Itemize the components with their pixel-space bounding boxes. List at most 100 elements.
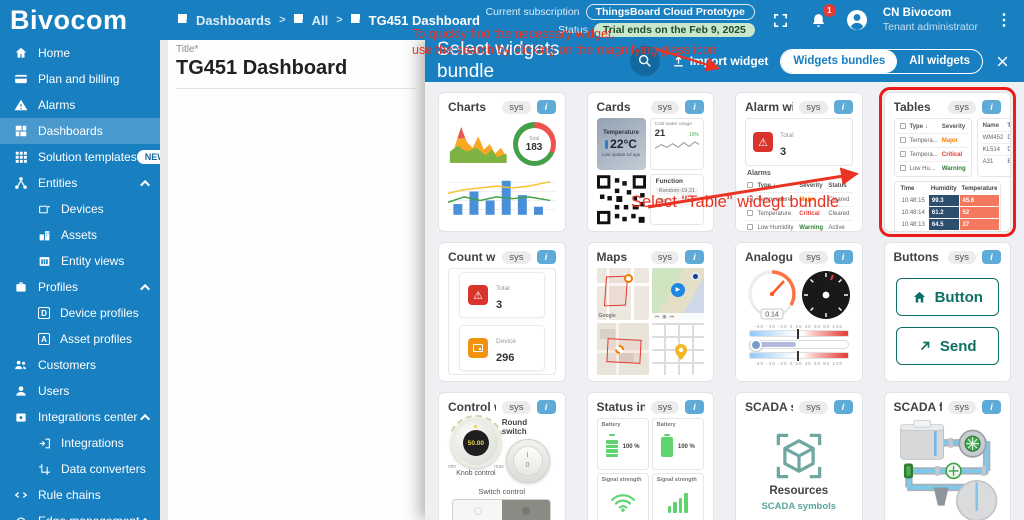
info-icon[interactable]: i — [982, 100, 1001, 114]
avatar[interactable] — [845, 8, 869, 32]
device-icon — [468, 338, 488, 358]
close-icon[interactable] — [995, 54, 1010, 69]
temperature-card-preview: Temperature 22°C Last update 1d ago — [596, 118, 646, 170]
sys-badge: sys — [502, 100, 531, 114]
sidebar-item-rule-chains[interactable]: Rule chains — [0, 482, 160, 508]
bivocom-logo[interactable]: Bivocom — [10, 4, 128, 35]
toggle-all-widgets[interactable]: All widgets — [909, 55, 970, 67]
fluid-system-diagram — [899, 420, 997, 520]
bundle-card-charts[interactable]: Charts sys i Total 1 — [438, 92, 566, 232]
arrow-up-right-icon — [920, 341, 930, 351]
breadcrumb-label: Dashboards — [196, 12, 272, 28]
sidebar-item-plan-and-billing[interactable]: Plan and billing — [0, 66, 160, 92]
sidebar-item-data-converters[interactable]: Data converters — [0, 456, 160, 482]
bundle-card-maps[interactable]: Maps sys i Google ▶ ⏮ ◉ ⏭ — [586, 242, 714, 382]
subscription-pill[interactable]: ThingsBoard Cloud Prototype — [585, 3, 755, 20]
slider-preview — [749, 339, 849, 351]
sidebar-item-entity-views[interactable]: Entity views — [0, 248, 160, 274]
home-icon — [913, 291, 925, 302]
customers-icon — [15, 360, 26, 370]
bundle-card-tables[interactable]: Tables sys i Type ↓ Severity Tempera... Ma… — [878, 87, 1016, 237]
sidebar-item-home[interactable]: Home — [0, 40, 160, 66]
sidebar-item-devices[interactable]: Devices — [0, 196, 160, 222]
info-icon[interactable]: i — [685, 400, 704, 414]
play-icon: ▶ — [670, 282, 685, 297]
import-widget-button[interactable]: Import widget — [672, 54, 768, 68]
apps-grid-icon — [15, 151, 27, 163]
data-converters-icon — [39, 463, 50, 475]
sidebar-item-alarms[interactable]: Alarms — [0, 92, 160, 118]
map-marker — [623, 274, 633, 283]
bundle-card-status-indicators[interactable]: Status indicators sys i Battery 100 % Ba… — [586, 392, 714, 520]
info-icon[interactable]: i — [536, 400, 556, 414]
bundle-card-control-widgets[interactable]: Control widgets sys i 50.00 min max — [438, 392, 566, 520]
info-icon[interactable]: i — [833, 250, 853, 264]
sys-badge: sys — [799, 250, 828, 264]
bundle-card-cards[interactable]: Cards sys i Temperature 22°C Last update… — [586, 92, 714, 232]
button-preview: Button — [895, 278, 999, 316]
sys-badge: sys — [799, 400, 828, 414]
sidebar-item-assets[interactable]: Assets — [0, 222, 160, 248]
trial-status-pill: Trial ends on the Feb 9, 2025 — [593, 22, 755, 37]
sidebar-item-device-profiles[interactable]: D Device profiles — [0, 300, 160, 326]
info-icon[interactable]: i — [982, 250, 1001, 264]
function-card-preview: Function Random -19.21 Sin 15.4 — [649, 173, 704, 225]
asset-profiles-icon: A — [38, 333, 50, 345]
search-icon[interactable] — [629, 46, 660, 76]
breadcrumb-dashboards[interactable]: Dashboards — [178, 13, 271, 28]
thermometer-icon — [605, 139, 609, 149]
sidebar: Home Plan and billing Alarms Dashboards … — [0, 40, 160, 520]
dialog-header: Select widgets bundle Import widget Widg… — [425, 39, 1024, 82]
sys-badge: sys — [947, 250, 976, 264]
title-field-value[interactable]: TG451 Dashboard — [176, 57, 348, 79]
sidebar-item-asset-profiles[interactable]: A Asset profiles — [0, 326, 160, 352]
info-icon[interactable]: i — [833, 100, 853, 114]
subscription-block: Current subscription ThingsBoard Cloud P… — [486, 3, 755, 37]
fullscreen-icon[interactable] — [769, 8, 793, 32]
sys-badge: sys — [502, 250, 531, 264]
info-icon[interactable]: i — [833, 400, 853, 414]
breadcrumb-label: TG451 Dashboard — [368, 12, 480, 28]
toggle-widgets-bundles[interactable]: Widgets bundles — [781, 49, 898, 73]
sidebar-item-solution-templates[interactable]: Solution templates NEW — [0, 144, 160, 170]
sidebar-item-entities[interactable]: Entities — [0, 170, 160, 196]
sidebar-item-profiles[interactable]: Profiles — [0, 274, 160, 300]
info-icon[interactable]: i — [536, 100, 556, 114]
sidebar-item-edge-management[interactable]: Edge management — [0, 508, 160, 520]
profiles-icon — [16, 282, 26, 292]
more-menu-icon[interactable]: ⋮ — [996, 12, 1012, 29]
collapse-chevron-icon — [140, 179, 151, 190]
sidebar-item-users[interactable]: Users — [0, 378, 160, 404]
info-icon[interactable]: i — [536, 250, 556, 264]
info-icon[interactable]: i — [982, 400, 1001, 414]
bundle-card-analogue-gauges[interactable]: Analogue gauges sys i 0.14 — [735, 242, 863, 382]
cards-preview: Temperature 22°C Last update 1d ago Cold… — [596, 118, 704, 225]
bundle-card-count-widgets[interactable]: Count widgets sys i ⚠ Total 3 Device 296 — [438, 242, 566, 382]
bundle-card-alarm-widgets[interactable]: Alarm widgets sys i ⚠ Total 3 Alarms Typ… — [735, 92, 863, 232]
bundle-card-scada-fluid-system[interactable]: SCADA fluid system sys i — [883, 392, 1011, 520]
bundle-card-scada-symbols[interactable]: SCADA symbols sys i Resources SCADA symb… — [735, 392, 863, 520]
sidebar-item-integrations[interactable]: Integrations — [0, 430, 160, 456]
scrollbar-track[interactable] — [160, 40, 168, 520]
map-pin-icon — [675, 343, 688, 360]
user-block[interactable]: CN Bivocom Tenant administrator — [883, 6, 978, 34]
dashboards-icon — [15, 125, 27, 137]
sidebar-item-customers[interactable]: Customers — [0, 352, 160, 378]
checkbox — [747, 181, 753, 188]
info-icon[interactable]: i — [685, 100, 704, 114]
info-icon[interactable]: i — [685, 250, 704, 264]
notifications-bell-icon[interactable]: 1 — [807, 4, 836, 32]
breadcrumb-current[interactable]: TG451 Dashboard — [350, 12, 480, 28]
sys-badge: sys — [947, 400, 976, 414]
dashboard-title-field[interactable]: Title* TG451 Dashboard — [176, 44, 416, 89]
round-switch-preview: I 0 — [505, 439, 550, 483]
bundle-card-buttons[interactable]: Buttons sys i Button Send — [883, 242, 1011, 382]
sys-badge: sys — [799, 100, 828, 114]
sidebar-item-integrations-center[interactable]: Integrations center — [0, 404, 160, 430]
google-watermark: Google — [598, 313, 616, 319]
alarm-warning-icon: ⚠ — [753, 132, 773, 152]
dashboard-icon — [178, 14, 190, 26]
sidebar-item-dashboards[interactable]: Dashboards — [0, 118, 160, 144]
dashboard-icon — [293, 14, 306, 26]
breadcrumb-all[interactable]: All — [293, 13, 328, 28]
